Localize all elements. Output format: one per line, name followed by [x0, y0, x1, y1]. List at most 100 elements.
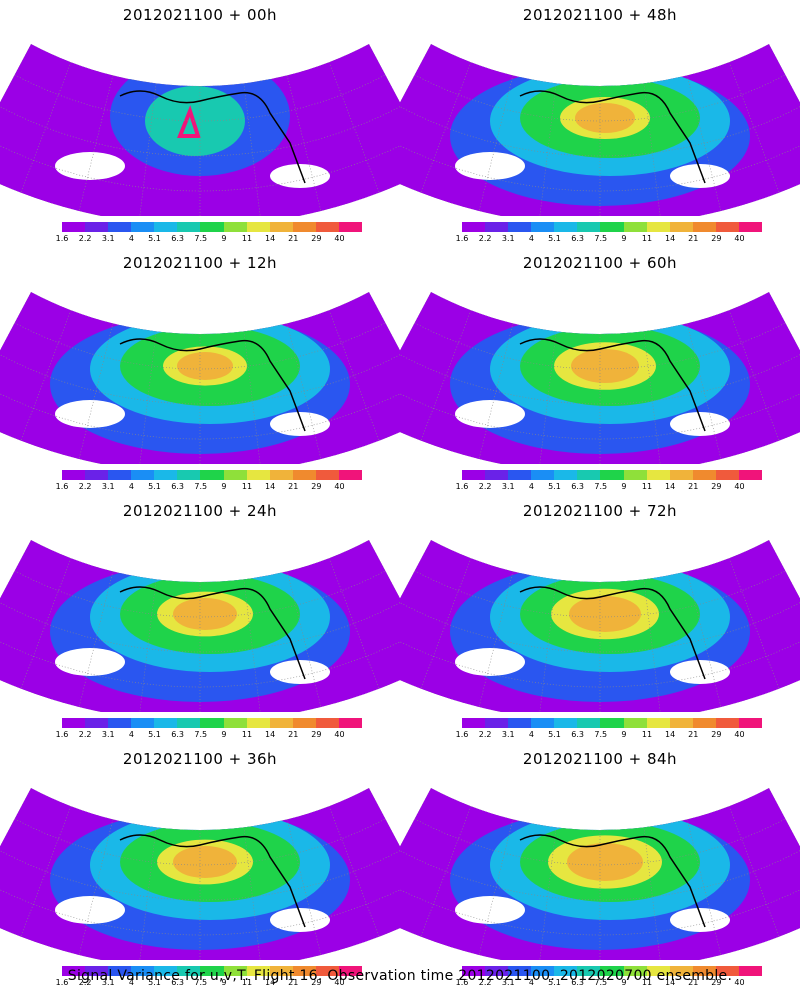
colorbar-swatch: [200, 222, 224, 232]
colorbar-swatch: [223, 470, 247, 480]
colorbar-swatch: [646, 222, 670, 232]
colorbar-swatch: [108, 222, 132, 232]
colorbar-tick-label: 9: [621, 482, 627, 491]
colorbar-swatch: [269, 966, 293, 976]
colorbar: [62, 222, 363, 232]
colorbar-tick-label: 5.1: [548, 730, 561, 739]
colorbar-tick-label: 3.1: [101, 234, 115, 243]
colorbar-swatch: [315, 966, 339, 976]
colorbar-swatch: [85, 966, 109, 976]
colorbar-tick-label: 3.1: [501, 978, 515, 987]
forecast-panel-60h: 2012021100 + 60h 1.6 2.2 3.1 4 5.1 6.3 7.5 9 11 1…: [400, 248, 800, 496]
colorbar-swatch: [462, 718, 486, 728]
colorbar-tick-label: 21: [688, 978, 699, 987]
colorbar-tick-label: 21: [288, 234, 299, 243]
colorbar-swatch: [485, 718, 509, 728]
colorbar-tick-label: 1.6: [55, 482, 69, 491]
colorbar-swatch: [715, 966, 739, 976]
colorbar-swatch: [531, 966, 555, 976]
colorbar-swatch: [315, 470, 339, 480]
colorbar-tick-label: 5.1: [148, 234, 161, 243]
colorbar-tick-label: 2.2: [478, 730, 492, 739]
colorbar-tick-label: 40: [334, 978, 345, 987]
colorbar-swatch: [315, 222, 339, 232]
colorbar-tick-label: 21: [688, 234, 699, 243]
colorbar-tick-label: 29: [311, 978, 322, 987]
forecast-map: [400, 43, 800, 216]
forecast-panel-12h: 2012021100 + 12h 1.6 2.2 3.1 4 5.1 6.3 7.5 9 11 1…: [0, 248, 400, 496]
colorbar-swatch: [154, 966, 178, 976]
colorbar-swatch: [669, 222, 693, 232]
colorbar-tick-label: 11: [241, 234, 253, 243]
colorbar-tick-label: 4: [528, 978, 534, 987]
panel-title: 2012021100 + 24h: [122, 502, 278, 520]
panel-title: 2012021100 + 36h: [122, 750, 278, 768]
colorbar: [62, 718, 363, 728]
colorbar-tick-label: 6.3: [571, 978, 584, 987]
colorbar-swatch: [508, 966, 532, 976]
colorbar: [462, 470, 763, 480]
colorbar-tick-label: 11: [241, 482, 253, 491]
colorbar-swatch: [85, 470, 109, 480]
colorbar-swatch: [223, 966, 247, 976]
colorbar-tick-label: 1.6: [455, 730, 469, 739]
forecast-panel-00h: 2012021100 + 00h 1.6 2.2 3.1 4 5.1 6.3 7.5 9 11 1…: [0, 0, 400, 248]
colorbar-labels: 1.6 2.2 3.1 4 5.1 6.3 7.5 9 11 14 21 29 40: [456, 234, 762, 244]
colorbar-swatch: [692, 966, 716, 976]
colorbar-tick-label: 4: [528, 234, 534, 243]
colorbar-tick-label: 14: [265, 234, 276, 243]
colorbar-swatch: [62, 718, 86, 728]
colorbar-tick-label: 4: [128, 978, 134, 987]
colorbar-swatch: [246, 470, 270, 480]
colorbar-swatch: [223, 718, 247, 728]
colorbar-tick-label: 3.1: [501, 234, 515, 243]
colorbar-swatch: [508, 222, 532, 232]
colorbar-tick-label: 6.3: [171, 234, 184, 243]
colorbar: [462, 966, 763, 976]
colorbar-tick-label: 5.1: [148, 482, 161, 491]
colorbar: [462, 718, 763, 728]
colorbar-tick-label: 11: [641, 978, 653, 987]
colorbar-labels: 1.6 2.2 3.1 4 5.1 6.3 7.5 9 11 14 21 29 40: [56, 978, 362, 988]
colorbar-swatch: [623, 718, 647, 728]
colorbar-tick-label: 14: [665, 730, 676, 739]
colorbar-tick-label: 11: [641, 482, 653, 491]
colorbar-labels: 1.6 2.2 3.1 4 5.1 6.3 7.5 9 11 14 21 29 40: [456, 978, 762, 988]
colorbar-tick-label: 4: [528, 482, 534, 491]
colorbar-tick-label: 5.1: [548, 482, 561, 491]
colorbar-tick-label: 2.2: [478, 234, 492, 243]
colorbar-swatch: [692, 222, 716, 232]
colorbar-tick-label: 9: [621, 730, 627, 739]
colorbar-swatch: [623, 966, 647, 976]
colorbar-swatch: [646, 966, 670, 976]
colorbar-tick-label: 7.5: [194, 234, 208, 243]
forecast-panel-36h: 2012021100 + 36h 1.6 2.2 3.1 4 5.1 6.3 7.5 9 11 1…: [0, 744, 400, 992]
panel-title: 2012021100 + 72h: [522, 502, 678, 520]
colorbar-tick-label: 1.6: [455, 234, 469, 243]
colorbar-swatch: [738, 966, 763, 976]
colorbar-tick-label: 14: [665, 234, 676, 243]
colorbar-swatch: [246, 966, 270, 976]
colorbar-swatch: [715, 470, 739, 480]
colorbar-tick-label: 7.5: [194, 482, 208, 491]
colorbar-swatch: [338, 470, 363, 480]
colorbar-labels: 1.6 2.2 3.1 4 5.1 6.3 7.5 9 11 14 21 29 40: [56, 730, 362, 740]
colorbar-swatch: [738, 222, 763, 232]
colorbar-tick-label: 5.1: [148, 978, 161, 987]
colorbar-tick-label: 40: [734, 978, 745, 987]
colorbar-tick-label: 2.2: [78, 730, 92, 739]
colorbar-swatch: [338, 966, 363, 976]
colorbar-swatch: [108, 718, 132, 728]
colorbar-swatch: [738, 470, 763, 480]
colorbar-swatch: [669, 470, 693, 480]
colorbar-tick-label: 29: [311, 730, 322, 739]
colorbar-swatch: [315, 718, 339, 728]
colorbar-tick-label: 21: [688, 730, 699, 739]
colorbar-swatch: [292, 222, 316, 232]
colorbar-tick-label: 5.1: [148, 730, 161, 739]
colorbar-tick-label: 29: [311, 482, 322, 491]
colorbar-tick-label: 29: [711, 234, 722, 243]
colorbar-tick-label: 21: [288, 730, 299, 739]
colorbar-tick-label: 9: [221, 730, 227, 739]
colorbar-tick-label: 14: [265, 482, 276, 491]
